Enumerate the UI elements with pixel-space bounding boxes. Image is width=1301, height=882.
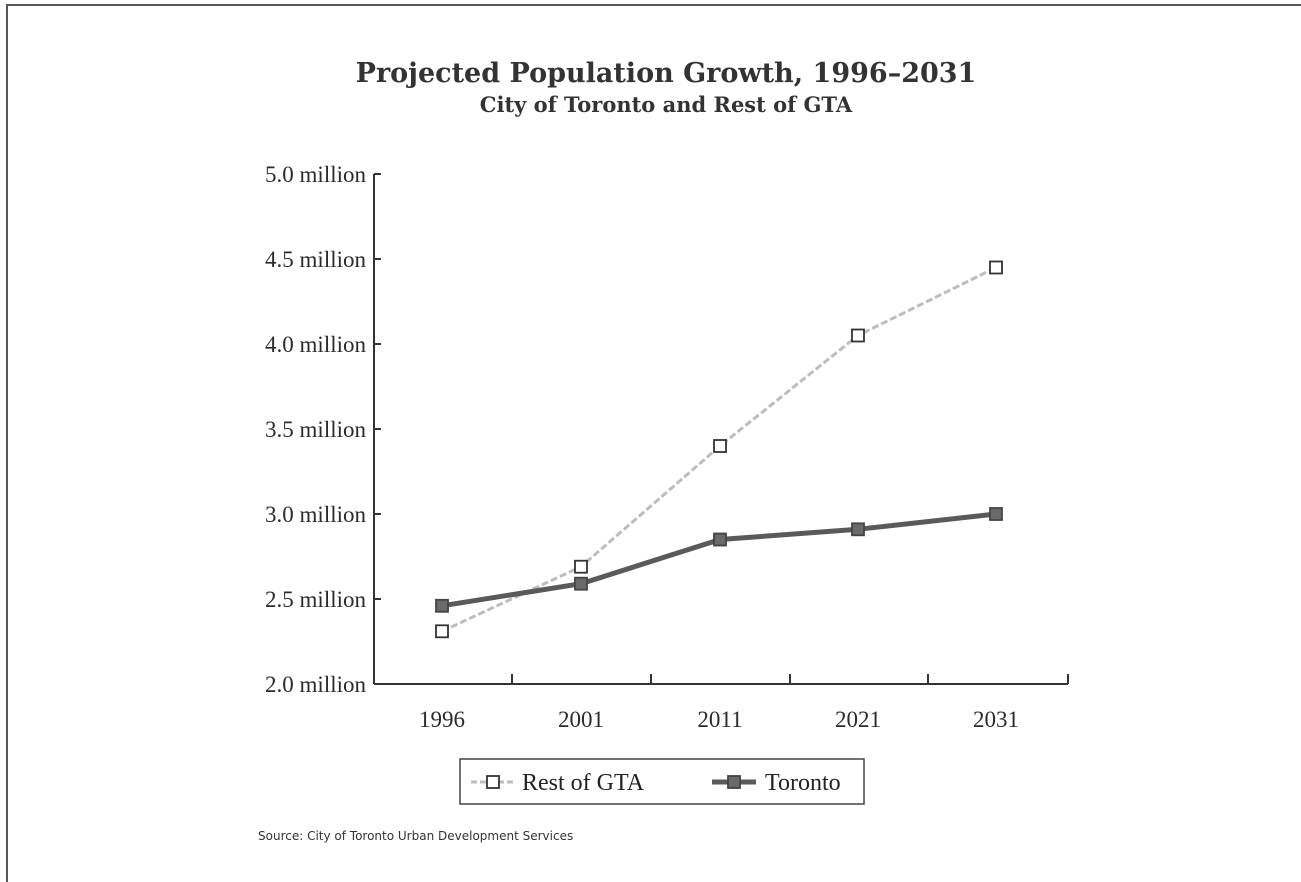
y-tick-label: 4.0 million [265,332,366,357]
x-tick-label: 2011 [697,707,742,732]
y-tick-label: 2.5 million [265,587,366,612]
data-point [574,559,588,574]
series-layer [435,260,1003,639]
y-axis-ticks: 2.0 million 2.5 million 3.0 million 3.5 mil… [265,162,381,697]
y-tick-label: 2.0 million [265,672,366,697]
chart-title: Projected Population Growth, 1996–2031 [356,58,977,89]
chart-frame [6,4,1301,882]
data-point [851,522,865,537]
legend-label: Toronto [765,770,841,796]
legend-box [459,758,865,805]
y-tick-label: 4.5 million [265,247,366,272]
data-point [989,260,1003,275]
x-tick-label: 2031 [973,707,1019,732]
axes [373,173,1068,685]
legend-label: Rest of GTA [522,770,645,796]
x-tick-label: 2001 [558,707,604,732]
data-point [713,439,727,453]
y-tick-label: 3.0 million [265,502,366,527]
data-point [435,598,449,613]
data-point [713,532,727,547]
y-tick-label: 3.5 million [265,417,366,442]
x-tick-label: 1996 [419,707,465,732]
series-rest-of-gta [435,260,1003,639]
data-point [574,576,588,591]
legend-swatch-marker [727,775,741,789]
data-point [851,328,865,343]
legend-swatch-marker [486,775,500,789]
source-note: Source: City of Toronto Urban Developmen… [258,829,573,843]
data-point [435,624,449,639]
legend-item: Toronto [712,770,841,796]
x-axis-ticks: 1996 2001 2011 2021 2031 [419,674,1069,732]
legend: Rest of GTA Toronto [459,758,865,805]
series-line [441,511,997,609]
data-point [989,507,1003,521]
y-tick-label: 5.0 million [265,162,366,187]
chart-subtitle: City of Toronto and Rest of GTA [480,92,853,117]
series-toronto [435,507,1003,613]
series-line [441,266,997,633]
legend-item: Rest of GTA [471,770,645,796]
x-tick-label: 2021 [835,707,881,732]
